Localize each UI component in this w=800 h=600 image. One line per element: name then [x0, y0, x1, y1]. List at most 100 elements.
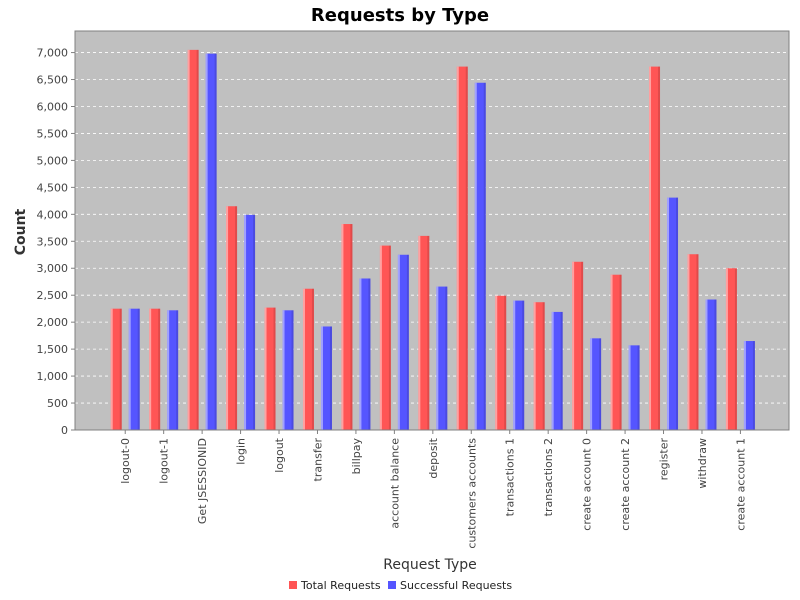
bar-highlight [572, 261, 575, 430]
x-tick-label: deposit [427, 437, 440, 478]
bar-shade [522, 300, 525, 430]
bar-shade [542, 302, 545, 430]
bar-shade [676, 197, 679, 430]
bar-shade [196, 49, 199, 431]
bar-shade [350, 224, 353, 430]
y-tick-label: 7,000 [37, 47, 69, 60]
bar-highlight [725, 268, 728, 430]
x-tick-label: account balance [388, 438, 401, 529]
bar-total-requests [110, 308, 122, 430]
bar-shade [253, 214, 256, 430]
bars [110, 49, 755, 431]
bar-fill [167, 310, 179, 430]
y-tick-label: 5,500 [37, 127, 69, 140]
bar-highlight [359, 278, 362, 430]
bar-highlight [302, 288, 305, 430]
bar-successful-requests [167, 310, 179, 430]
bar-fill [359, 278, 371, 430]
bar-fill [610, 274, 622, 430]
y-axis-ticks: 0 500 1,000 1,500 2,000 2,500 3,000 3,500 4,000 4… [37, 47, 75, 437]
bar-fill [379, 245, 391, 430]
bar-successful-requests [628, 345, 640, 430]
y-tick-label: 3,500 [37, 235, 69, 248]
bar-fill [341, 224, 353, 430]
bar-highlight [341, 224, 344, 430]
bar-fill [687, 254, 699, 430]
bar-total-requests [226, 206, 238, 430]
bar-total-requests [341, 224, 353, 430]
x-tick-label: customers accounts [465, 438, 478, 549]
y-tick-label: 500 [47, 397, 68, 410]
bar-fill [226, 206, 238, 430]
bar-successful-requests [436, 286, 448, 430]
bar-fill [397, 254, 409, 430]
legend-label: Total Requests [300, 579, 381, 592]
axes [74, 31, 789, 431]
bar-highlight [264, 307, 267, 430]
bar-fill [149, 308, 161, 430]
bar-successful-requests [128, 308, 140, 430]
bar-highlight [533, 302, 536, 430]
bar-highlight [128, 308, 131, 430]
x-tick-label: login [235, 438, 248, 465]
bar-highlight [628, 345, 631, 430]
bar-fill [743, 341, 755, 430]
y-tick-label: 1,500 [37, 343, 69, 356]
bar-fill [649, 66, 661, 430]
bar-successful-requests [667, 197, 679, 430]
bar-shade [504, 295, 507, 430]
bar-successful-requests [551, 311, 563, 430]
bar-fill [705, 299, 717, 430]
bar-successful-requests [590, 338, 602, 430]
bar-total-requests [610, 274, 622, 430]
bar-highlight [456, 66, 459, 430]
bar-highlight [418, 235, 421, 430]
x-tick-label: transactions 1 [504, 438, 517, 516]
bar-shade [388, 245, 391, 430]
y-tick-label: 5,000 [37, 154, 69, 167]
bar-highlight [244, 214, 247, 430]
bar-fill [110, 308, 122, 430]
bar-highlight [590, 338, 593, 430]
bar-shade [599, 338, 602, 430]
bar-shade [158, 308, 161, 430]
bar-total-requests [687, 254, 699, 430]
bar-total-requests [302, 288, 314, 430]
x-tick-label: Get JSESSIONID [196, 438, 209, 524]
bar-fill [551, 311, 563, 430]
bar-shade [273, 307, 276, 430]
bar-shade [214, 53, 217, 431]
bar-fill [474, 82, 486, 431]
bar-highlight [513, 300, 516, 430]
bar-successful-requests [282, 310, 294, 430]
bar-fill [533, 302, 545, 430]
legend-swatch [388, 581, 396, 589]
bar-fill [418, 235, 430, 430]
bar-highlight [320, 326, 323, 430]
chart-title: Requests by Type [311, 5, 489, 26]
bar-shade [619, 274, 622, 430]
bar-shade [658, 66, 661, 430]
bar-shade [427, 235, 430, 430]
bar-shade [176, 310, 179, 430]
bar-shade [752, 341, 755, 430]
y-tick-label: 2,000 [37, 316, 69, 329]
bar-highlight [187, 49, 190, 431]
bar-fill [128, 308, 140, 430]
bar-successful-requests [474, 82, 486, 431]
x-tick-label: create account 2 [619, 438, 632, 531]
bar-total-requests [495, 295, 507, 430]
plot-area [74, 30, 790, 431]
bar-highlight [205, 53, 208, 431]
bar-total-requests [649, 66, 661, 430]
bar-highlight [110, 308, 113, 430]
y-tick-label: 2,500 [37, 289, 69, 302]
bar-shade [406, 254, 409, 430]
bar-shade [311, 288, 314, 430]
bar-highlight [687, 254, 690, 430]
bar-fill [725, 268, 737, 430]
bar-shade [560, 311, 563, 430]
bar-fill [667, 197, 679, 430]
